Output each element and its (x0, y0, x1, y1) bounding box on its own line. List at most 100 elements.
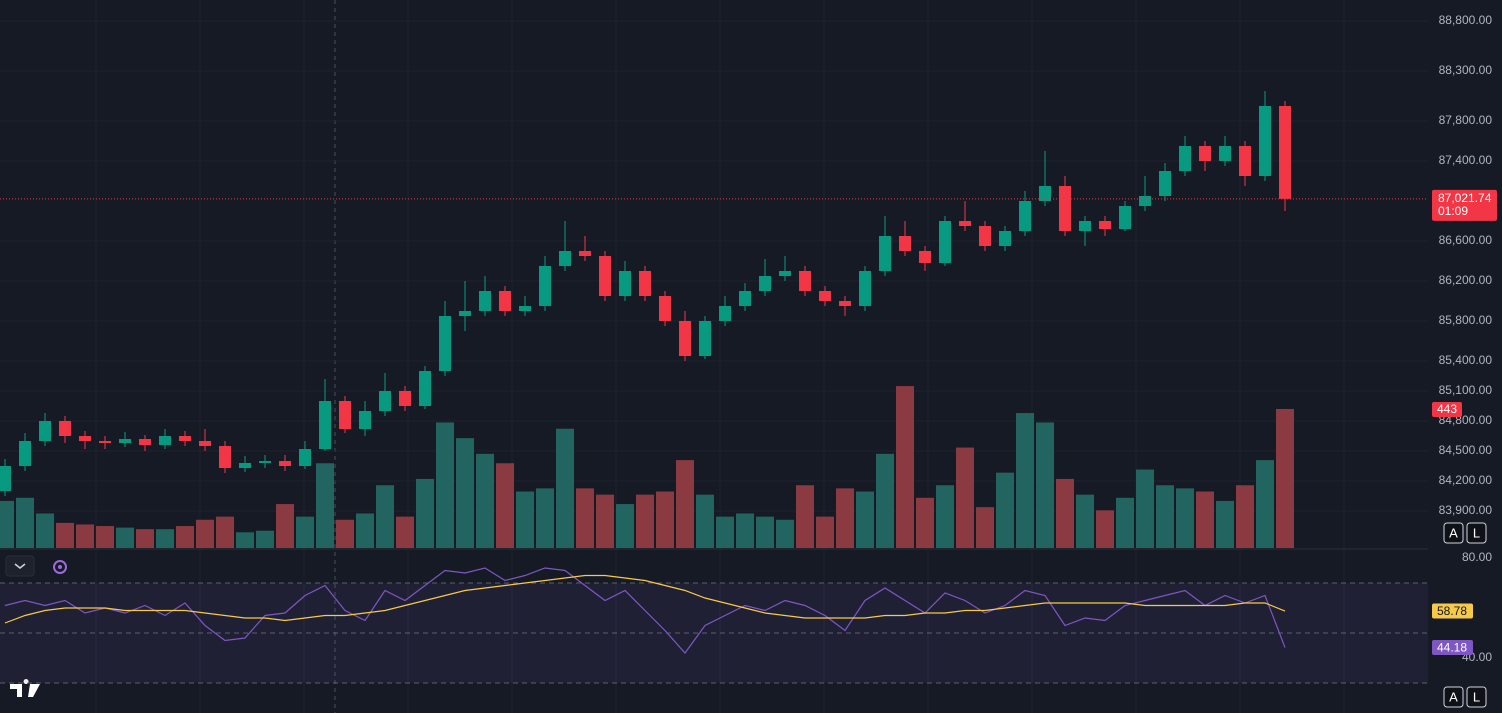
y-tick-label: 84,200.00 (1439, 473, 1493, 487)
tradingview-logo (10, 679, 40, 697)
candle-body (639, 271, 651, 296)
y-tick-label: 84,500.00 (1439, 443, 1493, 457)
volume-bar (856, 491, 874, 548)
volume-bar (796, 485, 814, 548)
volume-bar (956, 447, 974, 548)
candle-body (1099, 221, 1111, 229)
volume-bar (656, 491, 674, 548)
candle-body (1199, 146, 1211, 161)
candle-body (339, 401, 351, 429)
volume-bar (616, 504, 634, 548)
volume-bar (936, 485, 954, 548)
volume-bar (1256, 460, 1274, 548)
candle-body (1059, 186, 1071, 231)
candle-body (1279, 106, 1291, 199)
volume-bar (1056, 478, 1074, 548)
scale-button[interactable]: L (1466, 522, 1487, 544)
scale-button[interactable]: A (1443, 522, 1464, 544)
candle-body (1239, 146, 1251, 176)
volume-bar (496, 463, 514, 548)
candle-body (999, 231, 1011, 246)
volume-bar (416, 478, 434, 548)
volume-bar (316, 463, 334, 548)
volume-bar (576, 488, 594, 548)
volume-bar (876, 453, 894, 548)
rsi-line (4, 567, 1286, 654)
volume-bar (176, 526, 194, 548)
volume-bar (36, 513, 54, 548)
candle-body (459, 311, 471, 316)
volume-bar (836, 488, 854, 548)
candle-body (79, 436, 91, 441)
candle-body (99, 441, 111, 443)
candle-body (819, 291, 831, 301)
y-tick-label: 87,400.00 (1439, 153, 1493, 167)
volume-bar (1116, 497, 1134, 548)
candle-body (239, 463, 251, 468)
candle-body (759, 276, 771, 291)
scale-button[interactable]: A (1443, 686, 1464, 708)
volume-bar (736, 513, 754, 548)
candle-body (259, 461, 271, 463)
volume-bar (0, 500, 14, 548)
candle-body (539, 266, 551, 306)
y-tick-label: 88,800.00 (1439, 13, 1493, 27)
candle-body (279, 461, 291, 466)
volume-bar (696, 494, 714, 548)
candle-body (699, 321, 711, 356)
volume-bar (1136, 469, 1154, 548)
candle-body (439, 316, 451, 371)
volume-bar (896, 386, 914, 548)
candle-body (799, 271, 811, 291)
volume-bar (116, 527, 134, 548)
button-label: A (1449, 525, 1458, 540)
candle-body (59, 421, 71, 436)
candle-body (839, 301, 851, 306)
volume-bar (56, 522, 74, 548)
volume-bar (236, 532, 254, 548)
candle-body (299, 449, 311, 466)
y-tick-label: 87,800.00 (1439, 113, 1493, 127)
candle-body (1119, 206, 1131, 229)
candle-body (359, 411, 371, 429)
candle-body (139, 439, 151, 445)
value-label: 44.18 (1437, 641, 1467, 655)
candle-body (1079, 221, 1091, 231)
scale-button[interactable]: L (1466, 686, 1487, 708)
collapse-button[interactable] (5, 555, 35, 577)
button-frame (1443, 522, 1464, 544)
candle-body (479, 291, 491, 311)
volume-bar (596, 494, 614, 548)
candle-body (499, 291, 511, 311)
button-frame (1466, 522, 1487, 544)
candle-body (719, 306, 731, 321)
y-tick-label: 86,600.00 (1439, 233, 1493, 247)
volume-bar (976, 507, 994, 548)
candle-body (559, 251, 571, 266)
volume-bar (396, 516, 414, 548)
y-tick-label: 88,300.00 (1439, 63, 1493, 77)
last-price-box (1432, 189, 1497, 221)
last-price-label: 87,021.74 (1438, 191, 1492, 205)
volume-bar (136, 529, 154, 548)
volume-bar (1236, 485, 1254, 548)
volume-bar (916, 497, 934, 548)
volume-bar (156, 529, 174, 548)
volume-bar (196, 519, 214, 548)
candle-body (659, 296, 671, 321)
value-label-box (1432, 640, 1473, 656)
volume-bar (276, 504, 294, 548)
candle-body (1179, 146, 1191, 171)
candle-body (159, 436, 171, 445)
value-label-box (1432, 603, 1473, 619)
volume-bar (996, 472, 1014, 548)
candle-body (959, 221, 971, 226)
candle-body (319, 401, 331, 449)
candle-body (179, 436, 191, 441)
candle-body (1139, 196, 1151, 206)
volume-bar (16, 497, 34, 548)
button-frame (1443, 686, 1464, 708)
volume-bar (776, 519, 794, 548)
sync-icon[interactable] (53, 560, 67, 574)
